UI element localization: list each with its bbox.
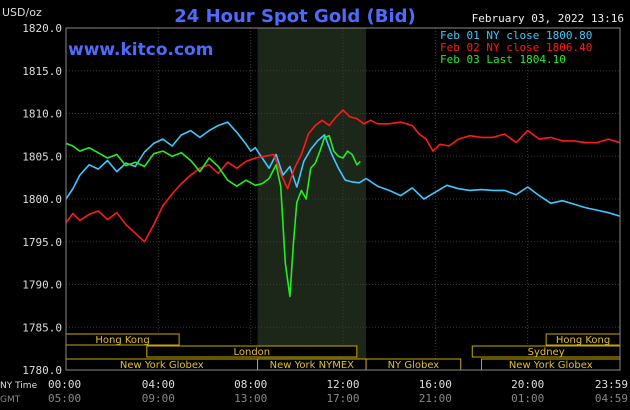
grid-layer (66, 28, 620, 370)
x-tick-label-gmt: 17:00 (326, 392, 359, 405)
y-tick-label: 1800.0 (22, 193, 62, 206)
series-line-1 (65, 121, 621, 217)
ny-time-label: NY Time (0, 381, 38, 391)
y-tick-label: 1820.0 (22, 22, 62, 35)
y-tick-label: 1795.0 (22, 236, 62, 249)
x-tick-label-ny: 08:00 (234, 378, 267, 391)
x-tick-label-gmt: 05:00 (48, 392, 81, 405)
legend-entry-feb03: Feb 03 Last 1804.10 (440, 53, 566, 66)
x-tick-label-gmt: 09:00 (142, 392, 175, 405)
session-label: New York Globex (120, 360, 204, 371)
session-block: New York NYMEX (257, 358, 367, 371)
x-tick-label-ny: 23:59 (595, 378, 628, 391)
x-tick-label-gmt: 21:00 (419, 392, 452, 405)
y-tick-label: 1790.0 (22, 279, 62, 292)
session-label: London (233, 347, 270, 358)
x-tick-label-ny: 00:00 (48, 378, 81, 391)
series-line-3 (65, 134, 361, 298)
y-axis-unit-label: USD/oz (2, 6, 42, 19)
session-label: Sydney (528, 347, 565, 358)
session-block: New York Globex (481, 358, 621, 371)
session-block: Hong Kong (545, 333, 621, 346)
series-line-2 (65, 109, 621, 243)
chart-title: 24 Hour Spot Gold (Bid) (174, 6, 415, 27)
gmt-label: GMT (0, 395, 21, 405)
x-tick-label-ny: 04:00 (142, 378, 175, 391)
session-label: New York NYMEX (270, 360, 355, 371)
session-block: New York Globex (65, 358, 259, 371)
y-axis-ticks: 1820.0 1815.0 1810.0 1805.0 1800.0 1795.0 1790… (22, 22, 62, 377)
legend-entry-feb01: Feb 01 NY close 1800.80 (440, 29, 592, 42)
y-tick-label: 1785.0 (22, 321, 62, 334)
x-tick-label-gmt: 01:00 (511, 392, 544, 405)
session-block: Sydney (471, 345, 621, 358)
session-box (146, 345, 358, 358)
y-tick-label: 1810.0 (22, 108, 62, 121)
y-tick-label: 1780.0 (22, 364, 62, 377)
plot-frame (65, 27, 621, 371)
x-tick-label-ny: 16:00 (419, 378, 452, 391)
session-label: New York Globex (509, 360, 593, 371)
session-block: London (146, 345, 358, 358)
x-tick-label-ny: 20:00 (511, 378, 544, 391)
legend-entry-feb02: Feb 02 NY close 1806.40 (440, 41, 592, 54)
session-block: NY Globex (365, 358, 462, 371)
session-label: Hong Kong (556, 335, 610, 346)
chart-date: February 03, 2022 13:16 (472, 12, 624, 25)
watermark-url: www.kitco.com (68, 40, 213, 60)
y-tick-label: 1805.0 (22, 150, 62, 163)
x-tick-label-ny: 12:00 (326, 378, 359, 391)
legend: Feb 01 NY close 1800.80 Feb 02 NY close … (440, 29, 592, 66)
session-label: Hong Kong (95, 335, 149, 346)
session-label: NY Globex (388, 360, 440, 371)
session-block: Hong Kong (65, 333, 180, 346)
x-tick-label-gmt: 04:59 (595, 392, 628, 405)
x-tick-label-gmt: 13:00 (234, 392, 267, 405)
series-layer (65, 109, 621, 298)
y-tick-label: 1815.0 (22, 65, 62, 78)
